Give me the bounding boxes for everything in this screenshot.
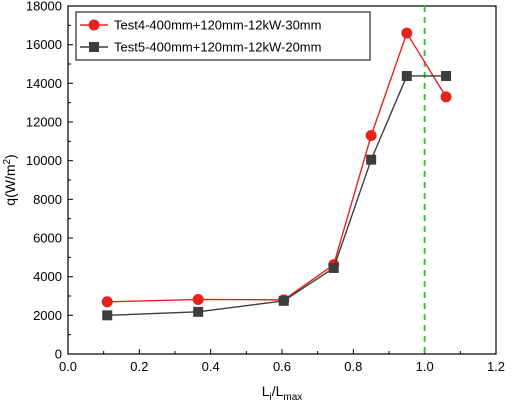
y-tick-label: 10000 bbox=[26, 153, 62, 168]
y-tick-label: 4000 bbox=[33, 269, 62, 284]
data-point bbox=[193, 306, 204, 317]
y-tick-label: 12000 bbox=[26, 115, 62, 130]
x-axis-title: Li/Lmax bbox=[262, 383, 303, 403]
y-tick-label: 16000 bbox=[26, 37, 62, 52]
y-axis-title-part: ) bbox=[2, 154, 18, 159]
y-tick-label: 6000 bbox=[33, 231, 62, 246]
x-axis-title-part: i bbox=[269, 392, 271, 403]
legend-label: Test5-400mm+120mm-12kW-20mm bbox=[114, 40, 321, 55]
y-tick-label: 18000 bbox=[26, 0, 62, 14]
legend-marker bbox=[88, 19, 100, 31]
legend-marker bbox=[89, 42, 99, 52]
y-tick-label: 8000 bbox=[33, 192, 62, 207]
y-tick-label: 14000 bbox=[26, 76, 62, 91]
x-axis-title-part: max bbox=[283, 392, 302, 403]
x-tick-label: 0.2 bbox=[130, 359, 148, 374]
data-point bbox=[401, 70, 412, 81]
y-tick-label: 0 bbox=[55, 347, 62, 362]
series-line bbox=[107, 31, 447, 303]
x-tick-label: 0.0 bbox=[59, 359, 77, 374]
y-axis-title-part: q(W/m bbox=[2, 165, 18, 206]
x-axis-title-part: /L bbox=[272, 383, 284, 399]
data-point bbox=[401, 27, 413, 39]
x-tick-label: 1.0 bbox=[416, 359, 434, 374]
series-1 bbox=[101, 27, 452, 308]
data-point bbox=[328, 262, 339, 273]
x-axis-title-part: L bbox=[262, 383, 270, 399]
data-point bbox=[102, 310, 113, 321]
legend bbox=[75, 11, 371, 61]
data-point bbox=[101, 296, 113, 308]
y-tick-label: 2000 bbox=[33, 308, 62, 323]
x-tick-label: 0.8 bbox=[344, 359, 362, 374]
legend-label: Test4-400mm+120mm-12kW-30mm bbox=[114, 18, 321, 33]
x-tick-label: 0.4 bbox=[202, 359, 220, 374]
data-point bbox=[440, 91, 452, 103]
data-point bbox=[365, 130, 377, 142]
data-point bbox=[366, 154, 377, 165]
series-2 bbox=[102, 70, 452, 321]
data-point bbox=[192, 293, 204, 305]
x-tick-label: 0.6 bbox=[273, 359, 291, 374]
data-point bbox=[278, 295, 289, 306]
y-axis-title: q(W/m2) bbox=[2, 154, 18, 205]
x-tick-label: 1.2 bbox=[487, 359, 505, 374]
data-point bbox=[441, 70, 452, 81]
series-line bbox=[107, 75, 447, 317]
y-axis-title-part: 2 bbox=[2, 159, 13, 165]
